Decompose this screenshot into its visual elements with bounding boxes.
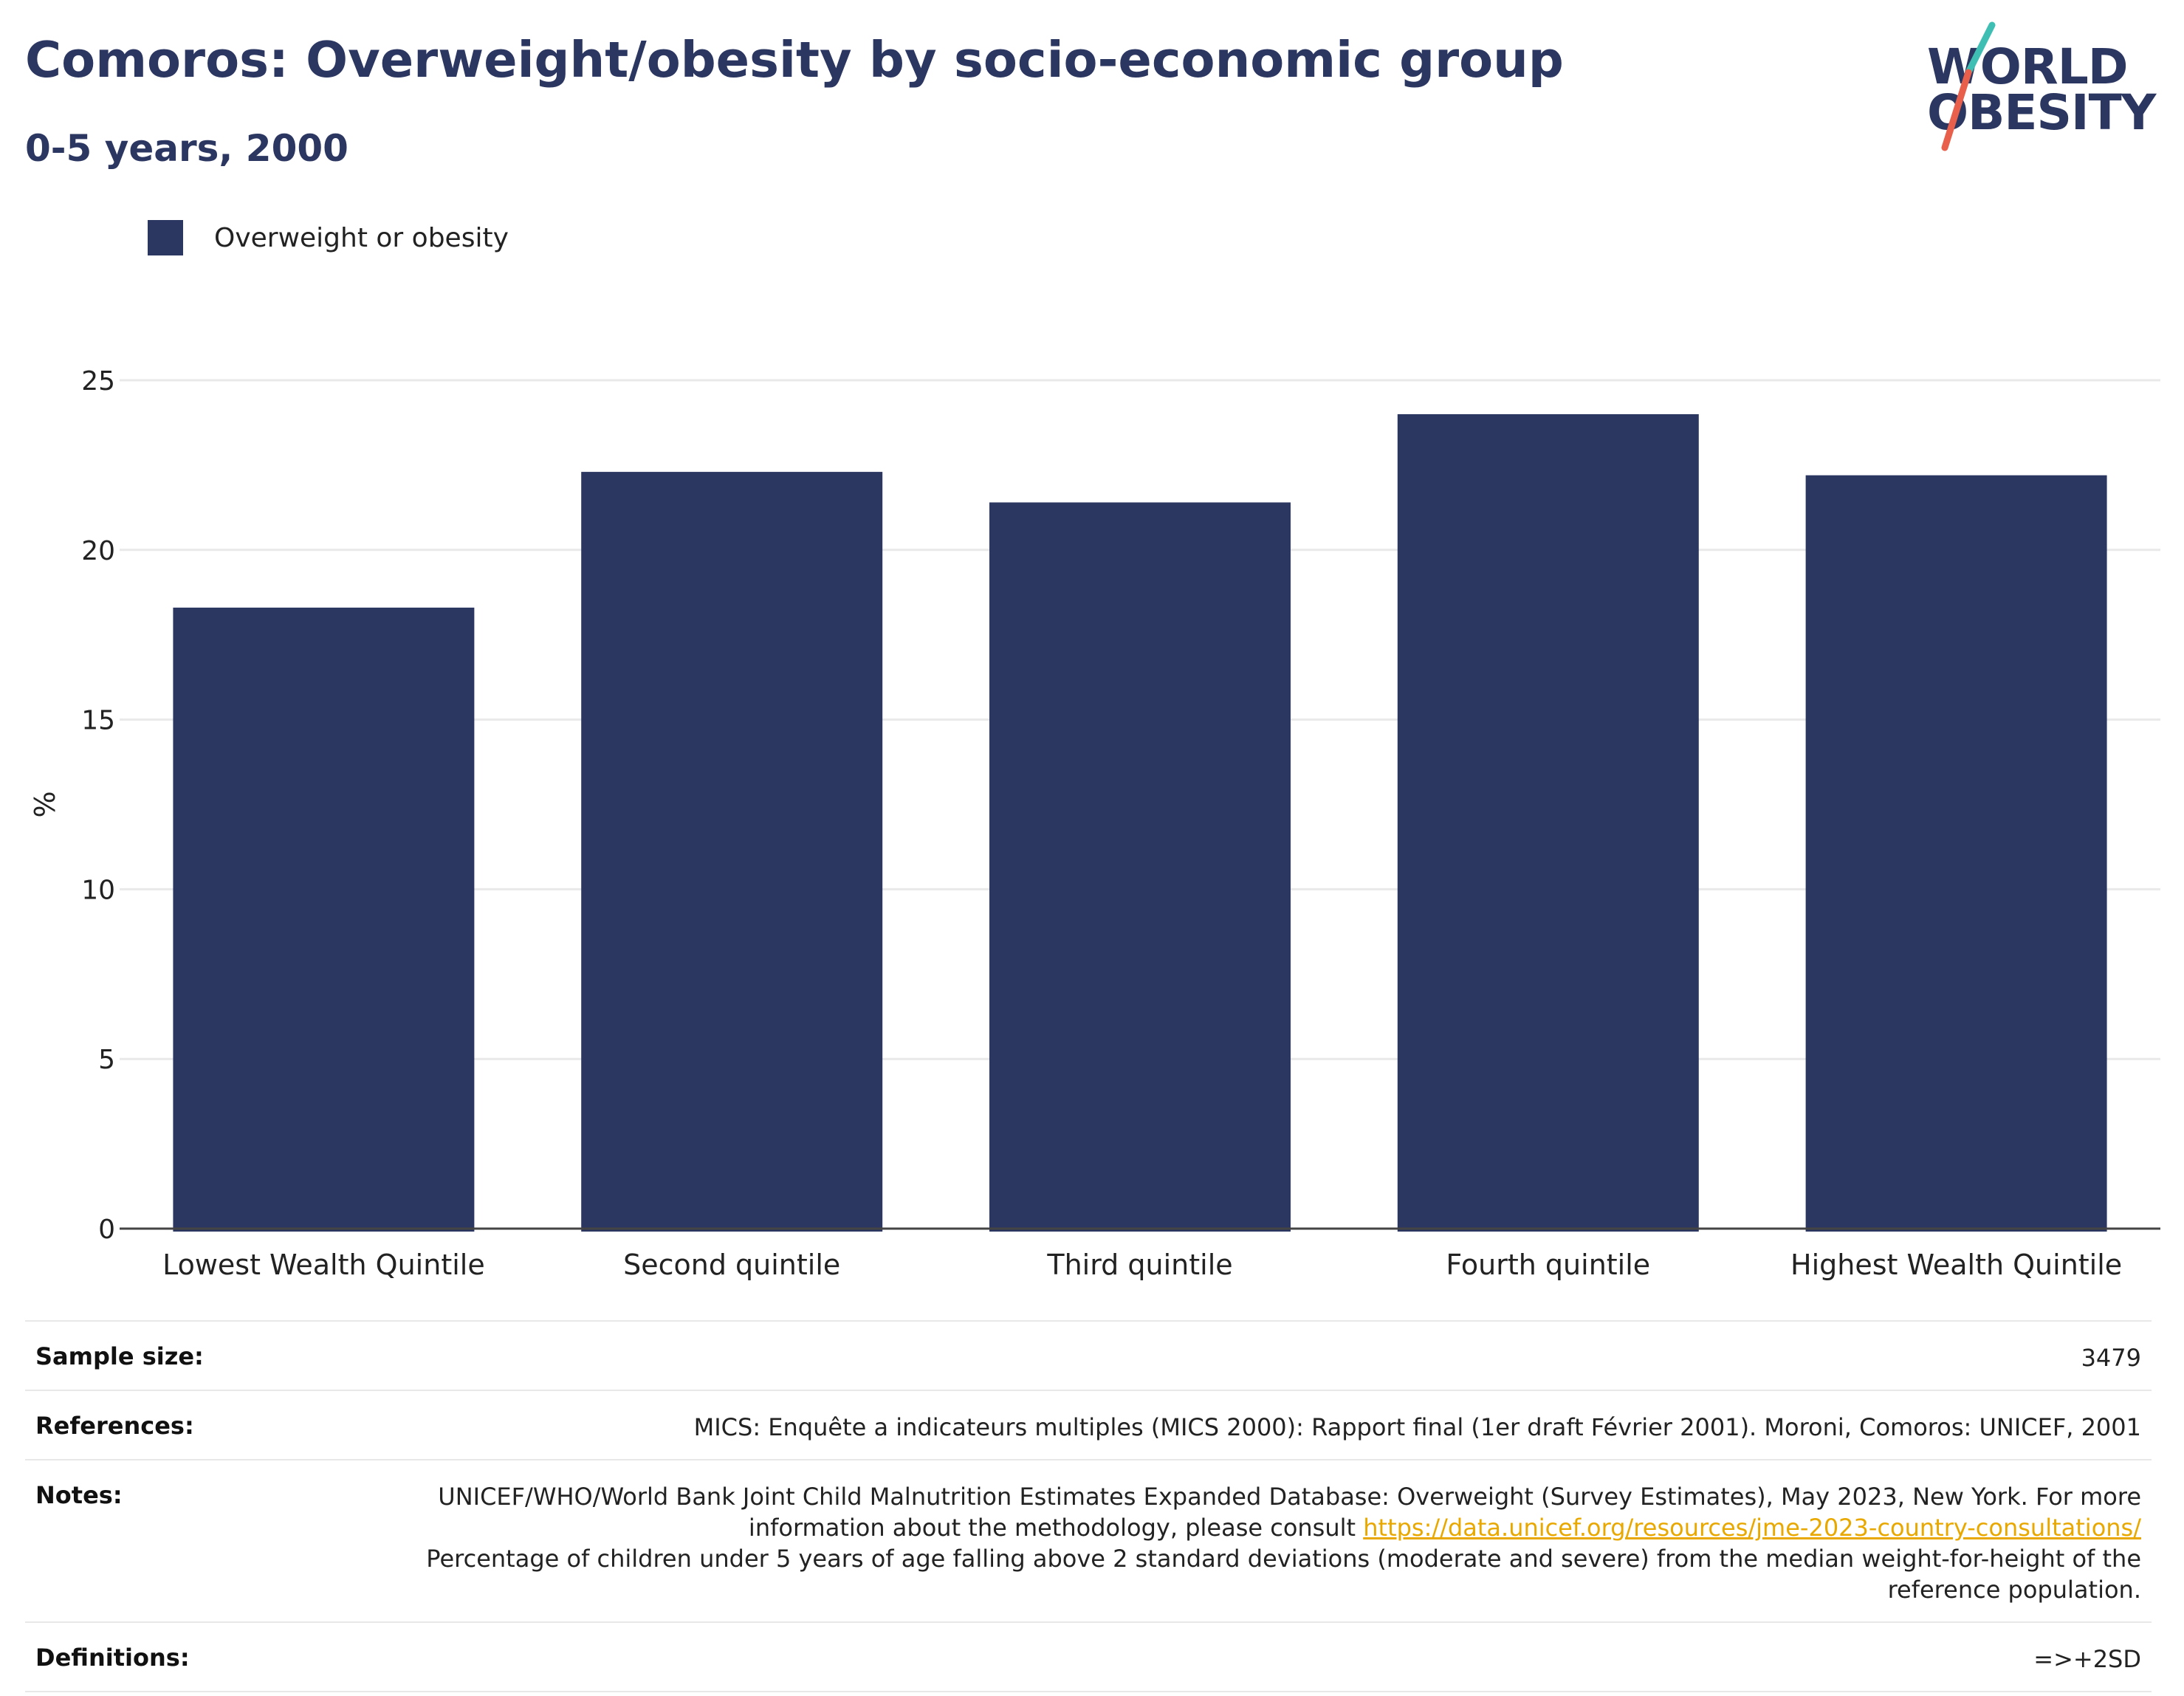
y-tick-label: 20	[81, 536, 115, 566]
page-title: Comoros: Overweight/obesity by socio-eco…	[25, 31, 1564, 89]
info-row-notes: Notes: UNICEF/WHO/World Bank Joint Child…	[25, 1459, 2152, 1621]
legend-label: Overweight or obesity	[214, 223, 509, 253]
notes-link[interactable]: https://data.unicef.org/resources/jme-20…	[1363, 1514, 2141, 1542]
legend-swatch	[148, 220, 183, 255]
info-row-definitions: Definitions: =>+2SD	[25, 1621, 2152, 1692]
notes-value: UNICEF/WHO/World Bank Joint Child Malnut…	[346, 1481, 2141, 1605]
info-row-references: References: MICS: Enquête a indicateurs …	[25, 1390, 2152, 1459]
bar	[581, 472, 883, 1232]
notes-label: Notes:	[35, 1481, 123, 1509]
bar	[173, 607, 475, 1232]
y-tick-label: 15	[81, 706, 115, 736]
x-tick-label: Second quintile	[623, 1249, 840, 1281]
page-subtitle: 0-5 years, 2000	[25, 127, 348, 170]
logo-slash-icon	[1941, 21, 1996, 151]
x-tick-label: Lowest Wealth Quintile	[162, 1249, 485, 1281]
notes-text-2: Percentage of children under 5 years of …	[426, 1545, 2141, 1604]
sample-size-value: 3479	[2081, 1344, 2141, 1372]
y-tick-label: 5	[98, 1045, 115, 1075]
notes-text-1: UNICEF/WHO/World Bank Joint Child Malnut…	[438, 1483, 2141, 1542]
y-tick-label: 10	[81, 875, 115, 905]
references-value: MICS: Enquête a indicateurs multiples (M…	[693, 1413, 2141, 1441]
x-tick-label: Highest Wealth Quintile	[1790, 1249, 2122, 1281]
y-tick-label: 0	[98, 1215, 115, 1245]
bars	[173, 413, 2107, 1232]
y-tick-label: 25	[81, 366, 115, 396]
definitions-value: =>+2SD	[2033, 1645, 2141, 1673]
x-tick-label: Third quintile	[1046, 1249, 1232, 1281]
logo-line-world: WORLD	[1927, 38, 2129, 95]
logo-line-obesity: OBESITY	[1927, 84, 2156, 141]
references-label: References:	[35, 1412, 194, 1440]
x-tick-label: Fourth quintile	[1446, 1249, 1650, 1281]
bar	[1805, 475, 2107, 1232]
y-axis-label: %	[29, 791, 61, 817]
bar	[989, 502, 1291, 1232]
sample-size-label: Sample size:	[35, 1342, 204, 1370]
info-row-sample-size: Sample size: 3479	[25, 1320, 2152, 1390]
axes: 0 5 10 15 20 25 Lowest Wealth Quintile Second q…	[29, 366, 2160, 1281]
definitions-label: Definitions:	[35, 1644, 190, 1672]
bar-chart: 0 5 10 15 20 25 Lowest Wealth Quintile Second q…	[29, 366, 2160, 1281]
bar	[1397, 413, 1699, 1232]
info-table: Sample size: 3479 References: MICS: Enqu…	[25, 1320, 2152, 1692]
world-obesity-logo: WORLD OBESITY	[1927, 21, 2163, 161]
